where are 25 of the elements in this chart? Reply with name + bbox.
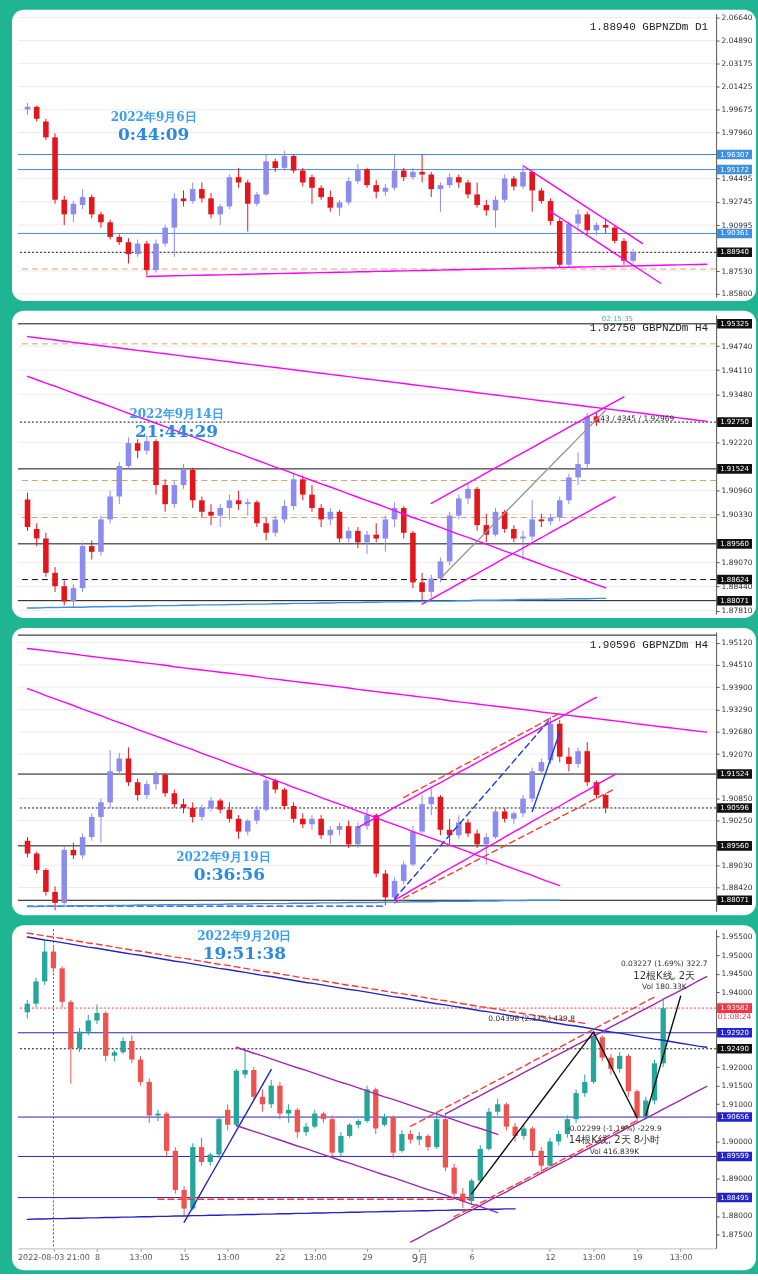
x-tick-label: 13:00 bbox=[303, 1252, 327, 1262]
annotation: 12根K线, 2天 bbox=[633, 969, 696, 981]
x-tick-label: 2022-08-03 21:00 bbox=[18, 1252, 90, 1262]
annotation: 0:36:56 bbox=[193, 864, 266, 885]
x-tick-label: 12 bbox=[545, 1252, 556, 1262]
x-tick-label: 13:00 bbox=[669, 1252, 693, 1262]
text: 1.92750 GBPNZDm H4 bbox=[589, 321, 709, 334]
x-tick-label: 13:00 bbox=[129, 1252, 153, 1262]
x-tick-label: 13:00 bbox=[582, 1252, 606, 1262]
x-tick-label: 15 bbox=[179, 1252, 190, 1262]
annotation: 2022年9月20日 bbox=[197, 929, 292, 944]
annotation: 19:51:38 bbox=[202, 943, 286, 964]
x-tick-label: 22 bbox=[275, 1252, 286, 1262]
text: 1.90596 GBPNZDm H4 bbox=[589, 638, 709, 651]
x-tick-label: 6 bbox=[469, 1252, 475, 1262]
text: 1.88940 GBPNZDm D1 bbox=[589, 20, 709, 33]
x-tick-label: 8 bbox=[94, 1252, 101, 1262]
x-tick-label: 13:00 bbox=[216, 1252, 240, 1262]
annotation: 0:44:09 bbox=[117, 124, 190, 145]
annotation: 2022年9月6日 bbox=[110, 110, 197, 125]
x-tick-label: 29 bbox=[362, 1252, 373, 1262]
x-tick-label: 9月 bbox=[411, 1252, 428, 1264]
x-tick-label: 19 bbox=[632, 1252, 643, 1262]
annotation: 2022年9月19日 bbox=[176, 850, 271, 865]
annotation: 2022年9月14日 bbox=[129, 406, 224, 421]
